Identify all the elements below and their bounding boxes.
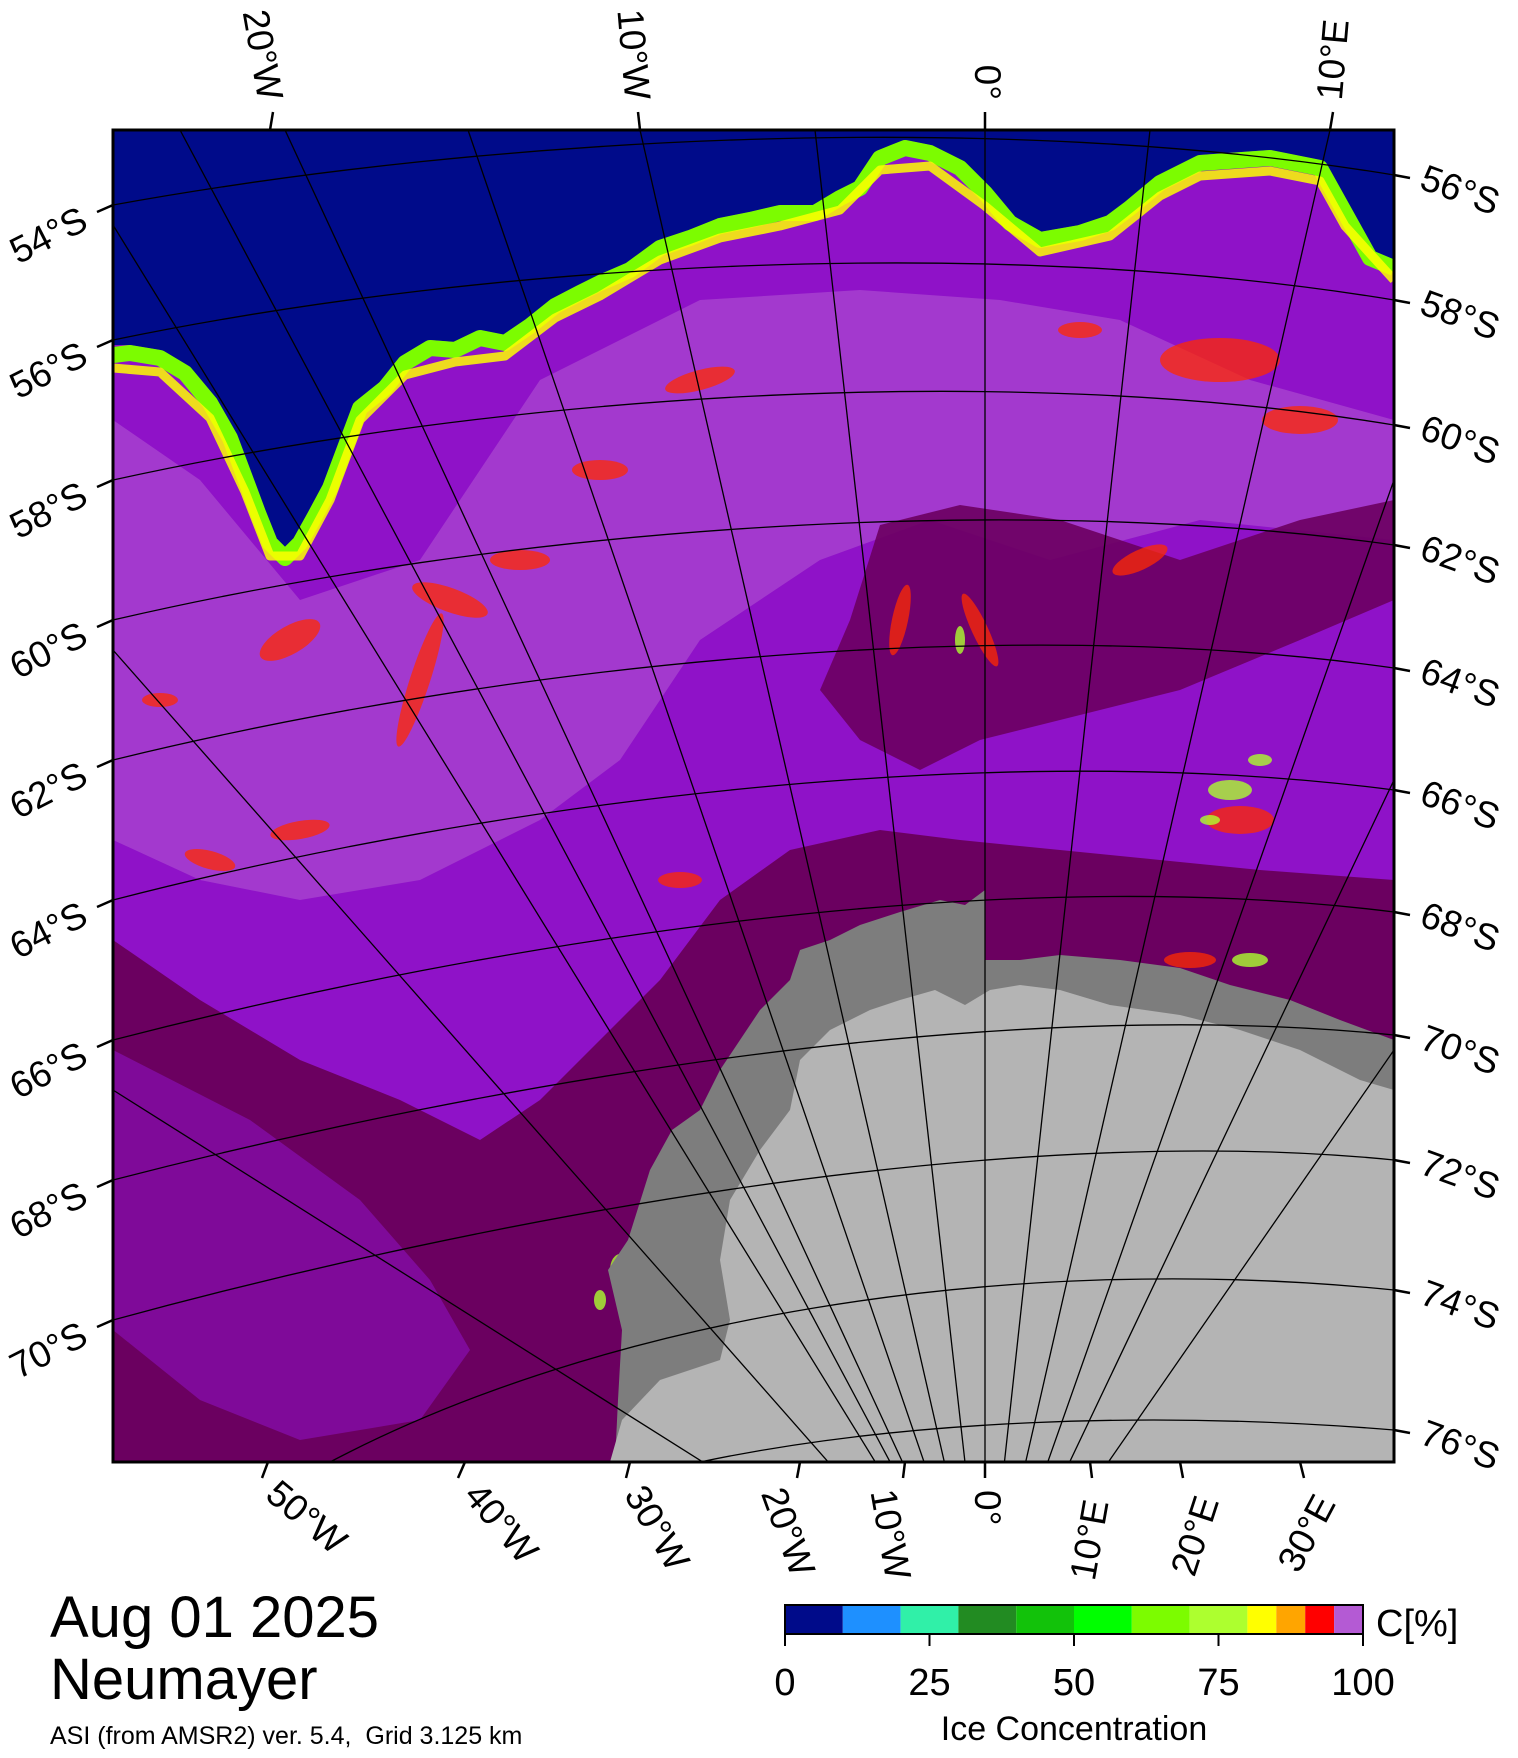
- sea-ice-map: [113, 130, 1394, 1462]
- colorbar-cell: [1247, 1605, 1277, 1634]
- bottom-lon-label: 50°W: [259, 1472, 355, 1562]
- colorbar-ticks: [784, 1634, 1364, 1646]
- bottom-lon-label: 30°E: [1269, 1488, 1343, 1578]
- top-lon-label: 10°W: [609, 7, 658, 101]
- longitude-lines: [113, 130, 1394, 1462]
- colorbar-cell: [1131, 1605, 1190, 1634]
- bottom-lon-label: 30°W: [617, 1478, 698, 1577]
- colorbar-title: Ice Concentration: [941, 1710, 1208, 1748]
- left-lat-label: 66°S: [3, 1034, 93, 1107]
- bottom-lon-label: 10°E: [1062, 1497, 1116, 1584]
- colorbar-cell: [900, 1605, 959, 1634]
- right-lat-label: 72°S: [1415, 1142, 1505, 1208]
- colorbar: 0 25 50 75 100 C[%] Ice Concentration: [774, 1603, 1458, 1748]
- light-pack-ice: [113, 290, 1394, 900]
- colorbar-cell: [842, 1605, 901, 1634]
- colorbar-unit: C[%]: [1376, 1603, 1458, 1645]
- left-lat-label: 56°S: [3, 334, 93, 407]
- left-lat-label: 60°S: [3, 614, 93, 687]
- colorbar-cell: [1334, 1605, 1363, 1634]
- right-lat-label: 60°S: [1415, 407, 1505, 473]
- colorbar-cell: [785, 1605, 843, 1634]
- right-lat-label: 58°S: [1415, 282, 1505, 348]
- low-concentration-patches: [142, 322, 1338, 968]
- dense-ice-lower-left: [113, 1050, 470, 1440]
- frame-ticks: [96, 111, 1411, 1479]
- top-lon-label: 10°E: [1309, 18, 1357, 102]
- left-lat-label: 64°S: [3, 894, 93, 967]
- top-lon-label: 20°W: [235, 6, 291, 103]
- open-water: [113, 130, 1394, 550]
- colorbar-cell: [1074, 1605, 1132, 1634]
- left-lat-label: 68°S: [3, 1174, 93, 1247]
- dense-ice-band: [820, 500, 1394, 770]
- map-frame: [111, 128, 1396, 1464]
- product-info: ASI (from AMSR2) ver. 5.4, Grid 3.125 km: [50, 1722, 523, 1750]
- left-lat-label: 54°S: [3, 199, 93, 272]
- bottom-lon-label: 10°W: [862, 1486, 918, 1583]
- colorbar-tick-label: 0: [774, 1662, 795, 1704]
- right-lat-label: 76°S: [1415, 1412, 1505, 1478]
- left-lat-label: 70°S: [3, 1314, 93, 1387]
- bottom-lon-label: 20°W: [753, 1482, 823, 1581]
- colorbar-cell: [1016, 1605, 1074, 1634]
- right-lat-label: 70°S: [1415, 1017, 1505, 1083]
- colorbar-cell: [1305, 1605, 1335, 1634]
- right-lat-label: 66°S: [1415, 772, 1505, 838]
- right-lat-label: 68°S: [1415, 894, 1505, 960]
- left-lat-label: 58°S: [3, 474, 93, 547]
- date-label: Aug 01 2025: [50, 1585, 379, 1650]
- ice-edge-band: [113, 140, 1394, 566]
- top-lon-label: 0°: [967, 65, 1008, 100]
- bottom-lon-label: 40°W: [456, 1475, 546, 1571]
- colorbar-cell: [1189, 1605, 1248, 1634]
- latitude-lines: [113, 136, 1394, 1462]
- left-lat-label: 62°S: [3, 754, 93, 827]
- right-lat-label: 62°S: [1415, 527, 1505, 593]
- right-lat-label: 74°S: [1415, 1272, 1505, 1338]
- right-lat-label: 56°S: [1415, 157, 1505, 223]
- bottom-lon-label: 0°: [967, 1490, 1008, 1525]
- colorbar-tick-label: 50: [1053, 1662, 1095, 1704]
- colorbar-tick-label: 100: [1331, 1662, 1394, 1704]
- colorbar-cell: [958, 1605, 1017, 1634]
- station-label: Neumayer: [50, 1647, 318, 1712]
- colorbar-cell: [1276, 1605, 1306, 1634]
- colorbar-tick-label: 25: [908, 1662, 950, 1704]
- antarctic-land: [610, 985, 1394, 1462]
- ice-edge-yellow: [113, 161, 1394, 561]
- colorbar-tick-label: 75: [1197, 1662, 1239, 1704]
- right-lat-label: 64°S: [1415, 650, 1505, 716]
- bottom-lon-label: 20°E: [1163, 1491, 1227, 1580]
